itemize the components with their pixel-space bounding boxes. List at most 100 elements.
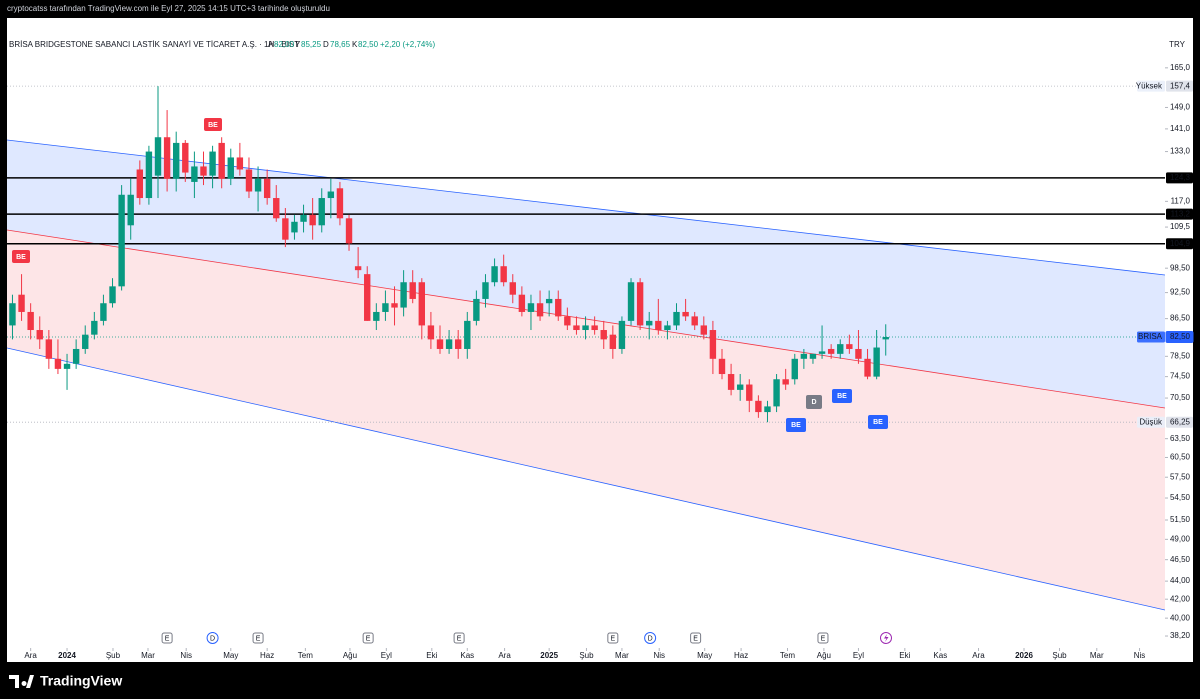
y-tick-label: 70,50 bbox=[1170, 393, 1191, 402]
y-tick-label: 38,20 bbox=[1170, 631, 1191, 640]
candle-body bbox=[664, 325, 671, 331]
candle-body bbox=[118, 194, 125, 287]
candle-body bbox=[473, 298, 480, 321]
event-label: D bbox=[210, 635, 215, 642]
y-tick-label: 86,50 bbox=[1170, 314, 1191, 323]
x-tick-label: Ağu bbox=[817, 651, 831, 660]
candle-body bbox=[154, 137, 162, 176]
candle-body bbox=[564, 316, 571, 326]
event-icon bbox=[206, 632, 219, 644]
candle-body bbox=[673, 311, 680, 326]
marker-box bbox=[786, 418, 806, 432]
ohlc-key: K bbox=[352, 40, 358, 49]
candle-body bbox=[791, 358, 798, 380]
candle-body bbox=[82, 334, 89, 349]
y-tick-label: 133,0 bbox=[1170, 147, 1191, 156]
x-tick-label: Nis bbox=[1134, 651, 1146, 660]
price-tag-label: 157,4 bbox=[1170, 81, 1191, 90]
x-tick-label: 2026 bbox=[1015, 651, 1033, 660]
event-label: E bbox=[256, 635, 261, 642]
candle-body bbox=[172, 142, 180, 179]
candle-body bbox=[882, 337, 889, 340]
candle-body bbox=[263, 178, 271, 199]
x-tick-label: Mar bbox=[615, 651, 629, 660]
x-tick-label: Ara bbox=[972, 651, 985, 660]
candle-body bbox=[309, 214, 316, 226]
x-tick-label: Mar bbox=[1090, 651, 1104, 660]
x-tick-label: Şub bbox=[1052, 651, 1067, 660]
logo-text: TradingView bbox=[40, 673, 122, 689]
event-icon bbox=[252, 632, 264, 644]
candle-body bbox=[646, 320, 653, 326]
candle-body bbox=[545, 298, 553, 304]
level-tag-label: 104,9 bbox=[1170, 239, 1191, 248]
x-tick-label: 2025 bbox=[540, 651, 558, 660]
legend: BRİSA BRIDGESTONE SABANCI LASTİK SANAYİ … bbox=[9, 40, 435, 49]
candle-body bbox=[345, 218, 353, 244]
candle-body bbox=[409, 282, 416, 299]
y-tick-label: 117,0 bbox=[1171, 196, 1191, 205]
price-tag-label: 66,25 bbox=[1170, 417, 1191, 426]
candle-body bbox=[445, 339, 453, 349]
price-tag-name-box bbox=[1137, 416, 1165, 428]
event-label: D bbox=[648, 635, 653, 642]
candle-body bbox=[691, 316, 698, 326]
x-tick-label: Ara bbox=[498, 651, 511, 660]
candle-body bbox=[700, 325, 708, 335]
candle-body bbox=[200, 166, 207, 176]
candle-body bbox=[209, 151, 216, 176]
x-tick-label: Kas bbox=[933, 651, 947, 660]
candle-body bbox=[527, 303, 535, 312]
candle-body bbox=[418, 282, 426, 326]
candle-body bbox=[436, 339, 444, 349]
candle-body bbox=[109, 286, 116, 304]
event-icon bbox=[607, 632, 619, 644]
candle-body bbox=[827, 348, 835, 354]
x-tick-label: Şub bbox=[579, 651, 594, 660]
candle-body bbox=[145, 151, 153, 199]
marker-label: BE bbox=[837, 393, 847, 400]
candle-body bbox=[636, 282, 644, 326]
candle-body bbox=[736, 384, 744, 390]
level-tag-box bbox=[1166, 238, 1193, 250]
y-tick-label: 44,00 bbox=[1170, 576, 1191, 585]
price-tag-box bbox=[1166, 416, 1193, 428]
candle-body bbox=[273, 198, 280, 219]
x-tick-label: Tem bbox=[298, 651, 313, 660]
x-tick-label: Nis bbox=[180, 651, 192, 660]
logo-icon bbox=[9, 675, 34, 688]
price-tag-name: Düşük bbox=[1139, 417, 1163, 426]
y-tick-label: 74,50 bbox=[1170, 372, 1191, 381]
ohlc-value: 82,50 bbox=[358, 40, 379, 49]
marker-label: BE bbox=[16, 254, 26, 261]
marker-box bbox=[12, 250, 30, 263]
candle-body bbox=[191, 166, 198, 182]
x-tick-label: May bbox=[697, 651, 712, 660]
x-tick-label: Tem bbox=[780, 651, 795, 660]
candle-body bbox=[464, 320, 471, 349]
x-tick-label: Eki bbox=[426, 651, 437, 660]
candle-body bbox=[846, 344, 853, 349]
candle-body bbox=[491, 266, 498, 283]
candle-body bbox=[600, 330, 607, 340]
candle-body bbox=[9, 303, 16, 326]
x-tick-label: Şub bbox=[106, 651, 121, 660]
signal-markers: BE BE D BE BE BE bbox=[12, 118, 888, 432]
y-tick-label: 98,50 bbox=[1170, 263, 1191, 272]
event-label: E bbox=[457, 635, 462, 642]
event-icon bbox=[161, 632, 173, 644]
event-icon bbox=[362, 632, 374, 644]
candle-body bbox=[655, 320, 662, 331]
x-tick-label: 2024 bbox=[58, 651, 76, 660]
candle-body bbox=[855, 348, 862, 359]
ohlc-key: Y bbox=[295, 40, 301, 49]
marker-label: BE bbox=[208, 122, 218, 129]
y-tick-label: 54,50 bbox=[1170, 493, 1191, 502]
channel-upper-fill bbox=[7, 140, 1165, 408]
candle-body bbox=[482, 282, 489, 299]
candle-body bbox=[45, 339, 53, 359]
candle-body bbox=[72, 348, 80, 364]
channel-lower-fill bbox=[7, 230, 1165, 610]
candle-body bbox=[391, 303, 398, 308]
